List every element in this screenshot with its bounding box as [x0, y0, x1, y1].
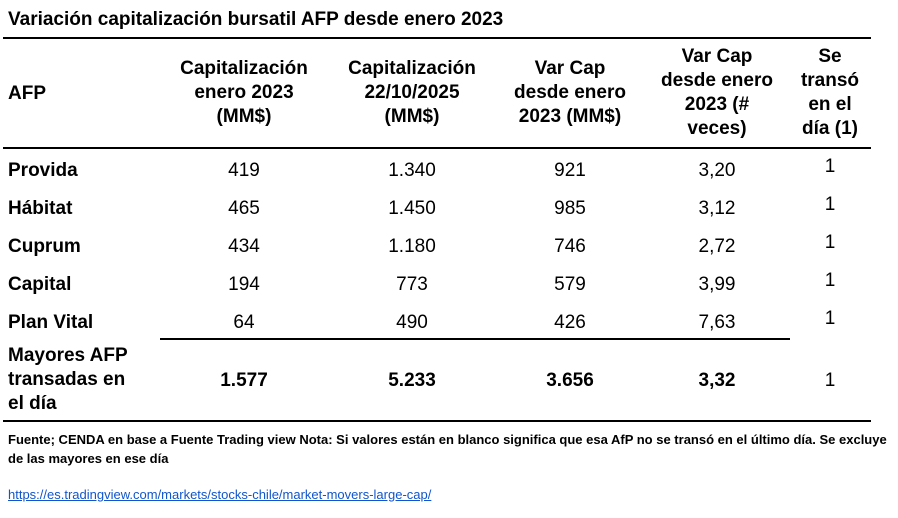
- row-afp-name: Plan Vital: [8, 312, 94, 333]
- total-label: Mayores AFP transadas en el día: [8, 345, 128, 414]
- row-afp-name: Capital: [8, 274, 72, 295]
- row-var-mm: 746: [554, 236, 586, 257]
- row-afp-name: Hábitat: [8, 198, 73, 219]
- source-note: Fuente; CENDA en base a Fuente Trading v…: [8, 432, 887, 466]
- row-cap-2025: 1.340: [388, 160, 436, 181]
- total-cap-2023: 1.577: [220, 370, 268, 391]
- row-transo: 1: [824, 270, 836, 291]
- row-cap-2023: 465: [228, 198, 260, 219]
- row-cap-2023: 64: [233, 312, 255, 333]
- header-se-transo: Se transó en el día (1): [800, 46, 860, 139]
- row-cap-2023: 419: [228, 160, 260, 181]
- row-transo: 1: [824, 308, 836, 329]
- row-afp-name: Cuprum: [8, 236, 81, 257]
- row-var-mm: 579: [554, 274, 586, 295]
- row-var-veces: 7,63: [698, 312, 736, 333]
- header-var-cap-veces: Var Cap desde enero 2023 (# veces): [661, 46, 773, 139]
- table-title: Variación capitalización bursatil AFP de…: [8, 9, 504, 30]
- row-cap-2025: 1.450: [388, 198, 436, 219]
- row-cap-2025: 490: [396, 312, 428, 333]
- total-cap-2025: 5.233: [388, 370, 436, 391]
- row-transo: 1: [824, 156, 836, 177]
- header-var-cap-mm: Var Cap desde enero 2023 (MM$): [514, 58, 626, 127]
- row-var-veces: 3,99: [698, 274, 736, 295]
- header-rule: [3, 147, 871, 149]
- total-var-veces: 3,32: [698, 370, 736, 391]
- row-var-veces: 3,12: [698, 198, 736, 219]
- row-transo: 1: [824, 232, 836, 253]
- header-cap-22-10-2025: Capitalización 22/10/2025 (MM$): [348, 58, 476, 127]
- row-var-mm: 985: [554, 198, 586, 219]
- row-cap-2023: 194: [228, 274, 260, 295]
- row-transo: 1: [824, 194, 836, 215]
- row-var-mm: 426: [554, 312, 586, 333]
- row-var-mm: 921: [554, 160, 586, 181]
- total-rule: [160, 338, 790, 340]
- row-cap-2025: 773: [396, 274, 428, 295]
- total-var-mm: 3.656: [546, 370, 594, 391]
- source-link[interactable]: https://es.tradingview.com/markets/stock…: [8, 487, 432, 502]
- header-afp: AFP: [8, 83, 46, 104]
- header-cap-enero-2023: Capitalización enero 2023 (MM$): [180, 58, 308, 127]
- row-var-veces: 3,20: [698, 160, 736, 181]
- row-var-veces: 2,72: [698, 236, 736, 257]
- row-afp-name: Provida: [8, 160, 78, 181]
- row-cap-2025: 1.180: [388, 236, 436, 257]
- total-transo: 1: [824, 370, 836, 391]
- top-rule: [3, 37, 871, 39]
- row-cap-2023: 434: [228, 236, 260, 257]
- bottom-rule: [3, 420, 871, 422]
